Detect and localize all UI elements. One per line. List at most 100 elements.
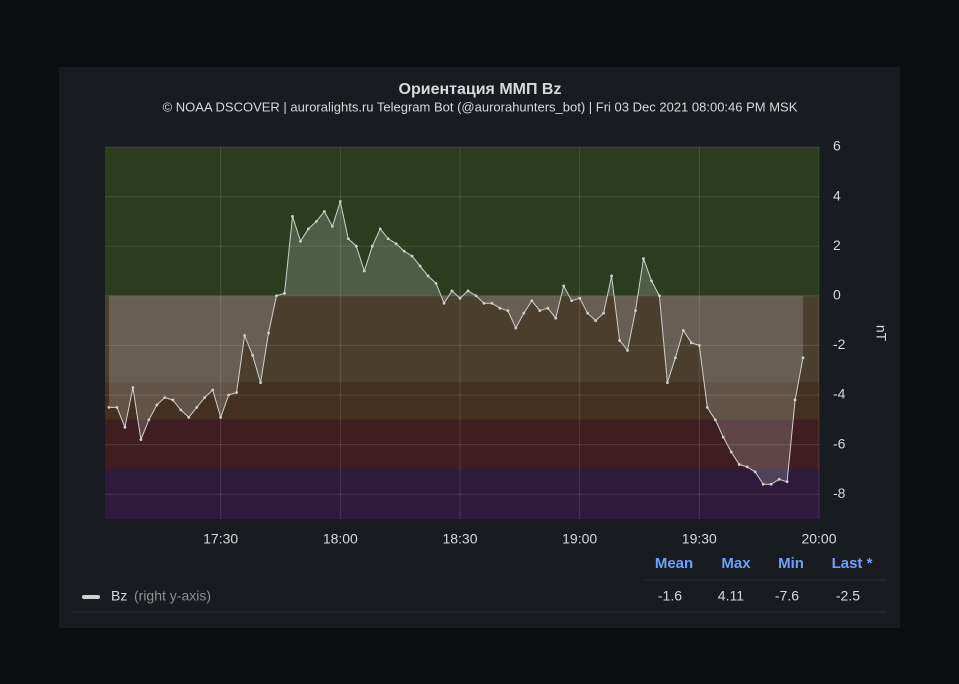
- data-point: [530, 299, 534, 303]
- y-tick-label: 2: [833, 237, 841, 253]
- legend-column-header: Last *: [832, 555, 873, 572]
- data-point: [243, 334, 247, 337]
- data-point: [514, 326, 518, 330]
- x-tick-label: 18:00: [323, 531, 358, 547]
- data-point: [769, 482, 773, 486]
- data-point: [115, 406, 119, 409]
- data-point: [378, 227, 382, 231]
- data-point: [251, 353, 254, 357]
- data-point: [753, 470, 757, 474]
- data-point: [761, 482, 765, 486]
- data-point: [259, 381, 262, 384]
- data-point: [386, 237, 390, 241]
- legend-stat-value: 4.11: [718, 588, 744, 604]
- data-point: [546, 306, 550, 310]
- y-tick-label: 6: [833, 138, 841, 154]
- data-point: [586, 311, 590, 315]
- data-point: [179, 408, 183, 412]
- data-point: [267, 331, 270, 335]
- data-point: [426, 274, 430, 278]
- data-point: [634, 309, 637, 313]
- data-point: [394, 242, 398, 246]
- data-point: [402, 249, 406, 253]
- chart-subtitle: © NOAA DSCOVER | auroralights.ru Telegra…: [163, 99, 798, 114]
- data-point: [793, 398, 797, 402]
- data-point: [562, 284, 566, 288]
- data-point: [307, 227, 310, 231]
- data-point: [211, 388, 215, 392]
- data-point: [490, 301, 494, 305]
- data-point: [362, 269, 366, 273]
- data-point: [370, 244, 374, 248]
- data-point: [147, 418, 151, 422]
- legend-axis-note: (right y-axis): [134, 588, 211, 604]
- data-point: [418, 264, 422, 268]
- data-point: [506, 309, 510, 313]
- legend-series-name[interactable]: Bz: [111, 588, 127, 604]
- y-tick-label: 4: [833, 187, 841, 203]
- data-point: [681, 329, 685, 332]
- data-point: [410, 254, 414, 258]
- data-point: [203, 396, 207, 399]
- data-point: [458, 296, 462, 300]
- data-point: [554, 316, 558, 320]
- data-point: [322, 210, 326, 213]
- data-point: [187, 415, 191, 419]
- data-point: [131, 386, 135, 389]
- x-tick-label: 18:30: [442, 531, 477, 547]
- threshold-band: [105, 382, 819, 420]
- y-axis-label: nT: [873, 325, 889, 342]
- data-point: [346, 237, 350, 241]
- data-point: [801, 356, 805, 360]
- data-point: [291, 215, 294, 218]
- data-point: [578, 296, 582, 300]
- legend-swatch: [82, 595, 100, 599]
- data-point: [602, 311, 606, 315]
- data-point: [299, 239, 302, 243]
- data-point: [745, 465, 749, 469]
- y-tick-label: 0: [833, 287, 841, 303]
- threshold-band: [105, 147, 819, 296]
- data-point: [466, 289, 470, 293]
- data-point: [163, 396, 167, 399]
- data-point: [155, 403, 159, 407]
- data-point: [195, 406, 199, 409]
- data-point: [498, 306, 502, 310]
- threshold-band: [105, 295, 819, 383]
- data-point: [785, 480, 789, 484]
- data-point: [570, 299, 574, 303]
- data-point: [689, 341, 693, 345]
- data-point: [219, 415, 223, 419]
- x-tick-label: 19:00: [562, 531, 597, 547]
- y-tick-label: -4: [833, 386, 846, 402]
- legend-stat-value: -1.6: [658, 588, 682, 604]
- x-tick-label: 19:30: [682, 531, 717, 547]
- data-point: [729, 450, 733, 454]
- data-point: [171, 398, 175, 402]
- data-point: [674, 356, 677, 360]
- data-point: [705, 406, 709, 409]
- legend-column-header: Max: [721, 555, 751, 572]
- data-point: [642, 257, 645, 260]
- legend-stat-value: -7.6: [775, 588, 799, 604]
- data-point: [538, 309, 542, 313]
- chart-title: Ориентация ММП Bz: [399, 81, 562, 98]
- data-point: [721, 435, 725, 439]
- data-point: [434, 282, 438, 285]
- legend-column-header: Min: [778, 555, 804, 572]
- data-point: [283, 291, 286, 295]
- data-point: [482, 301, 486, 305]
- threshold-band: [105, 419, 819, 470]
- series-line: [109, 199, 804, 485]
- data-point: [618, 339, 621, 342]
- legend-column-header: Mean: [655, 555, 693, 572]
- x-tick-label: 17:30: [203, 531, 238, 547]
- data-point: [658, 294, 661, 298]
- data-point: [450, 289, 454, 293]
- data-point: [315, 220, 318, 223]
- data-point: [338, 200, 342, 203]
- data-point: [522, 311, 526, 315]
- data-point: [474, 294, 478, 298]
- data-point: [626, 348, 629, 352]
- data-point: [235, 391, 239, 394]
